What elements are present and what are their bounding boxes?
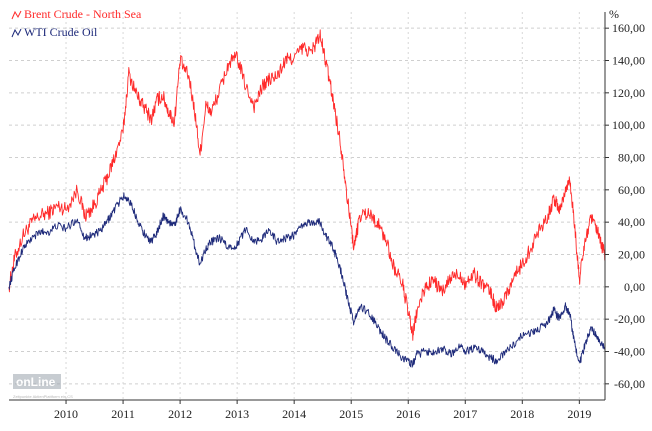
y-tick-label: 120,00	[612, 86, 645, 100]
x-tick-label: 2010	[54, 407, 78, 421]
y-tick-label: 100,00	[612, 118, 645, 132]
y-tick-label: 60,00	[618, 183, 645, 197]
y-tick-label: 0,00	[624, 280, 645, 294]
series-line-brent	[8, 29, 606, 341]
x-tick-label: 2014	[282, 407, 306, 421]
plot-area	[8, 29, 606, 368]
x-tick-label: 2019	[567, 407, 591, 421]
y-axis-unit-label: %	[609, 7, 619, 21]
watermark-logo-text: onLine	[16, 375, 56, 389]
y-tick-label: 140,00	[612, 54, 645, 68]
x-tick-label: 2016	[396, 407, 420, 421]
legend-item-brent: Brent Crude - North Sea	[11, 7, 142, 21]
legend: Brent Crude - North Sea WTI Crude Oil	[11, 7, 142, 39]
watermark-subtext: Zeitpunkte AktienPlattform ein CS	[13, 394, 73, 399]
y-tick-label: 160,00	[612, 21, 645, 35]
x-tick-label: 2017	[453, 407, 477, 421]
watermark-logo: onLine Zeitpunkte AktienPlattform ein CS	[13, 374, 73, 399]
legend-swatch-brent	[11, 10, 22, 20]
legend-swatch-wti	[11, 28, 22, 38]
y-tick-label: -20,00	[614, 312, 645, 326]
y-tick-label: 80,00	[618, 151, 645, 165]
legend-item-wti: WTI Crude Oil	[11, 25, 98, 39]
axes: 160,00 140,00 120,00 100,00 80,00 60,00 40,00 2…	[9, 12, 645, 421]
y-tick-label: -40,00	[614, 345, 645, 359]
x-tick-label: 2012	[168, 407, 192, 421]
legend-label-wti: WTI Crude Oil	[24, 25, 98, 39]
x-tick-label: 2013	[225, 407, 249, 421]
y-tick-label: 20,00	[618, 248, 645, 262]
watermark-badge	[13, 374, 61, 389]
y-tick-label: 40,00	[618, 215, 645, 229]
x-tick-label: 2018	[510, 407, 534, 421]
y-tick-label: -60,00	[614, 377, 645, 391]
series-line-wti	[8, 192, 606, 368]
x-tick-label: 2011	[111, 407, 135, 421]
legend-label-brent: Brent Crude - North Sea	[24, 7, 142, 21]
x-tick-label: 2015	[339, 407, 363, 421]
